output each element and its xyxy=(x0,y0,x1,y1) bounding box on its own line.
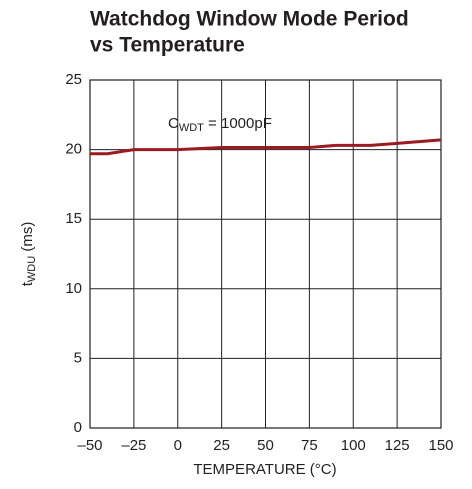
y-tick-label: 5 xyxy=(74,349,82,366)
y-tick-label: 15 xyxy=(65,210,82,227)
y-axis-label-rest: (ms) xyxy=(19,222,36,256)
y-tick-label: 20 xyxy=(65,141,82,158)
x-tick-label: 125 xyxy=(385,437,410,454)
x-tick-label: 100 xyxy=(341,437,366,454)
x-tick-label: 50 xyxy=(257,437,274,454)
y-axis-label-base: t xyxy=(19,281,36,286)
x-tick-label: 25 xyxy=(213,437,230,454)
chart-title-line: Watchdog Window Mode Period xyxy=(90,8,409,31)
annotation-rest: = 1000pF xyxy=(204,115,272,132)
y-axis-label-sub: WDU xyxy=(26,256,38,282)
y-tick-label: 25 xyxy=(65,71,82,88)
annotation-base: C xyxy=(168,115,179,132)
x-axis-label: TEMPERATURE (°C) xyxy=(193,461,336,478)
x-tick-label: –25 xyxy=(121,437,146,454)
data-line xyxy=(90,138,442,156)
annotation-sub: WDT xyxy=(179,122,204,134)
x-tick-label: 75 xyxy=(301,437,318,454)
plot-frame xyxy=(89,79,442,429)
annotation: CWDT = 1000pF xyxy=(168,115,272,134)
x-tick-label: 0 xyxy=(174,437,182,454)
y-tick-label: 10 xyxy=(65,280,82,297)
y-tick-label: 0 xyxy=(74,419,82,436)
y-axis-label: tWDU (ms) xyxy=(19,222,38,287)
x-tick-label: –50 xyxy=(77,437,102,454)
chart-title-line: vs Temperature xyxy=(90,34,245,57)
x-tick-label: 150 xyxy=(428,437,453,454)
